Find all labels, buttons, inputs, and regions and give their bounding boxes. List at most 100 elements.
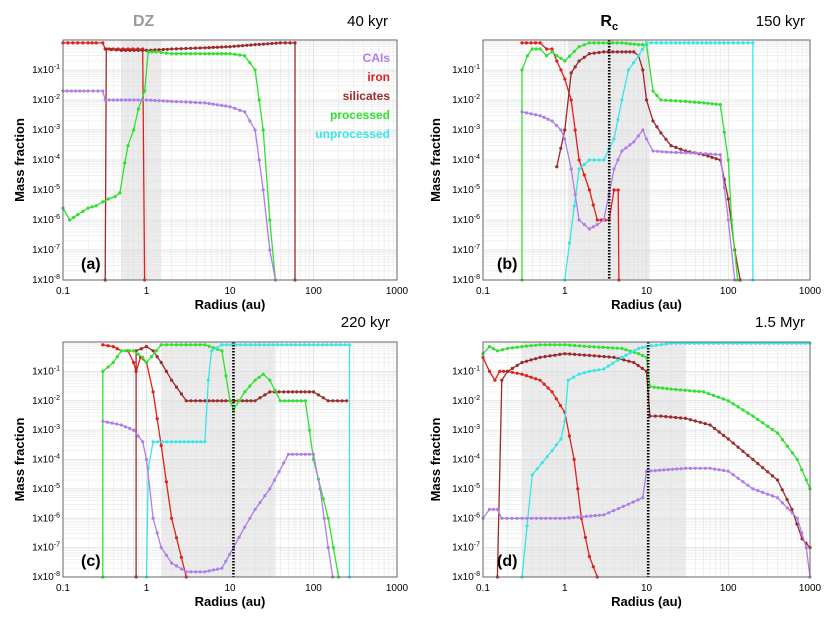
point-processed [224,52,228,56]
point-CAIs [649,469,653,473]
point-silicates [559,146,563,150]
point-silicates [640,366,644,370]
point-CAIs [115,422,119,426]
point-CAIs [589,514,593,518]
point-processed [193,52,197,56]
point-CAIs [576,515,580,519]
point-processed [606,346,610,350]
point-CAIs [237,535,241,540]
point-CAIs [621,504,626,508]
point-CAIs [194,570,198,574]
point-silicates [124,48,128,53]
point-silicates [568,352,572,356]
series-iron [481,355,599,579]
point-iron [106,344,110,348]
point-CAIs [548,516,553,520]
point-unprocessed [637,54,641,58]
point-silicates [515,363,519,368]
point-CAIs [694,151,698,155]
point-processed [804,478,808,482]
point-processed [510,346,514,350]
point-iron [179,555,183,560]
point-unprocessed [592,158,596,162]
point-CAIs [525,516,529,520]
point-silicates [714,157,718,161]
point-processed [500,348,505,352]
point-processed [722,130,726,134]
point-processed [582,43,586,47]
point-unprocessed [545,455,549,459]
point-processed [770,428,775,432]
x-tick-label: 1000 [799,583,822,594]
point-iron [94,41,98,45]
point-unprocessed [582,162,586,167]
point-unprocessed [649,41,654,45]
point-unprocessed [624,353,628,357]
point-silicates [170,47,174,51]
panel-0: 0.1 1 10 100 1000 1x10-8 1x10-7 1x10-6 1x10-5 1x1… [12,13,409,312]
point-processed [90,205,94,209]
point-iron [524,374,529,378]
point-CAIs [563,137,567,141]
point-silicates [245,43,249,47]
y-tick-label: 1x10-5 [32,184,60,196]
point-CAIs [224,104,228,108]
point-unprocessed [620,98,624,102]
point-silicates [708,423,712,427]
point-processed [524,344,529,348]
point-silicates [644,98,649,102]
point-processed [132,349,136,353]
point-iron [550,390,554,394]
point-processed [692,389,696,393]
point-processed [123,161,127,165]
legend-entry-unprocessed: unprocessed [315,127,390,141]
point-processed [132,128,136,132]
point-silicates [270,41,274,46]
point-processed [697,100,701,105]
point-CAIs [141,440,145,444]
point-processed [651,89,655,93]
point-processed [86,206,90,210]
point-CAIs [534,113,538,117]
point-unprocessed [289,343,293,347]
x-tick-label: 100 [305,583,322,594]
grid [63,40,397,280]
point-silicates [245,399,249,403]
point-processed [106,197,110,201]
point-unprocessed [347,343,352,347]
x-tick-label: 10 [224,286,236,297]
point-CAIs [722,468,726,473]
x-axis-label: Radius (au) [195,594,266,609]
point-silicates [220,45,224,49]
x-tick-label: 0.1 [476,583,490,594]
point-processed [136,352,140,356]
point-iron [546,386,550,390]
point-iron [563,77,567,81]
point-unprocessed [316,343,320,347]
point-silicates [215,45,219,49]
point-unprocessed [320,343,325,347]
point-silicates [669,144,673,148]
point-CAIs [258,501,262,505]
point-silicates [220,399,224,403]
point-unprocessed [258,343,262,347]
point-silicates [249,399,253,403]
point-silicates [211,45,215,50]
point-silicates [563,128,567,132]
point-silicates [795,522,799,526]
point-CAIs [554,123,559,128]
point-CAIs [666,468,670,472]
y-tick-label: 1x10-5 [32,483,60,495]
point-processed [193,343,197,347]
point-unprocessed [535,467,539,471]
point-processed [174,343,178,347]
legend-entry-CAIs: CAIs [363,51,391,65]
point-silicates [203,46,207,50]
point-silicates [224,45,228,49]
point-processed [228,52,232,56]
point-unprocessed [248,343,252,347]
point-processed [766,424,770,428]
point-silicates [283,41,287,45]
point-silicates [577,59,581,63]
point-unprocessed [307,343,311,347]
